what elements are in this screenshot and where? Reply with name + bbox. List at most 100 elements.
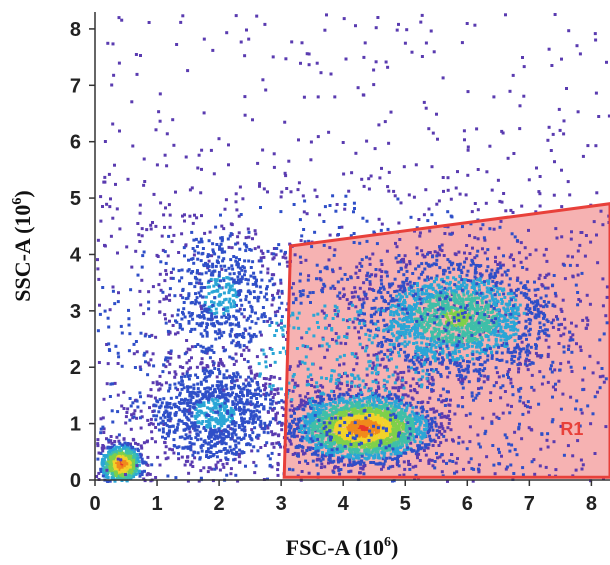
data-point	[157, 410, 161, 414]
data-point	[342, 17, 346, 21]
data-point	[527, 410, 531, 414]
data-point	[330, 451, 334, 455]
data-point	[124, 468, 128, 472]
data-point	[209, 434, 212, 438]
data-point	[169, 356, 173, 360]
data-point	[419, 358, 423, 362]
data-point	[219, 458, 223, 462]
data-point	[168, 319, 171, 323]
data-point	[194, 417, 198, 420]
data-point	[403, 439, 407, 443]
data-point	[226, 393, 230, 397]
data-point	[221, 346, 225, 349]
data-point	[205, 450, 208, 454]
data-point	[373, 453, 377, 457]
data-point	[574, 324, 578, 328]
data-point	[492, 95, 496, 99]
data-point	[120, 18, 124, 22]
data-point	[206, 470, 210, 474]
data-point	[363, 41, 367, 45]
data-point	[243, 410, 247, 414]
data-point	[376, 450, 380, 454]
data-point	[323, 442, 327, 446]
data-point	[581, 154, 585, 158]
data-point	[109, 197, 112, 201]
data-point	[224, 428, 228, 432]
data-point	[248, 290, 252, 294]
data-point	[404, 358, 408, 362]
data-point	[397, 425, 401, 429]
data-point	[251, 421, 255, 425]
data-point	[194, 408, 198, 411]
data-point	[569, 336, 573, 340]
data-point	[139, 409, 143, 413]
data-point	[112, 73, 116, 77]
data-point	[282, 400, 286, 404]
data-point	[376, 443, 380, 447]
data-point	[338, 450, 342, 454]
data-point	[420, 249, 424, 253]
data-point	[171, 424, 175, 428]
data-point	[240, 390, 244, 394]
data-point	[354, 352, 358, 356]
data-point	[340, 396, 344, 400]
data-point	[299, 398, 303, 402]
data-point	[119, 448, 123, 452]
data-point	[388, 430, 392, 434]
data-point	[316, 135, 320, 139]
data-point	[207, 259, 211, 263]
data-point	[604, 314, 608, 318]
data-point	[219, 264, 223, 268]
data-point	[108, 449, 112, 453]
data-point	[214, 435, 218, 438]
data-point	[125, 411, 129, 414]
data-point	[272, 247, 276, 250]
data-point	[218, 245, 222, 249]
data-point	[362, 397, 366, 401]
data-point	[421, 434, 425, 438]
data-point	[349, 421, 353, 425]
data-point	[263, 388, 267, 392]
data-point	[320, 462, 324, 466]
data-point	[452, 304, 456, 308]
data-point	[362, 93, 366, 97]
data-point	[380, 467, 383, 471]
data-point	[147, 21, 151, 24]
data-point	[206, 390, 210, 394]
data-point	[138, 240, 142, 243]
data-point	[328, 444, 332, 448]
data-point	[396, 377, 400, 381]
data-point	[217, 427, 221, 431]
data-point	[378, 401, 382, 404]
data-point	[504, 310, 508, 314]
data-point	[213, 428, 217, 432]
data-point	[431, 444, 435, 447]
data-point	[312, 420, 316, 424]
data-point	[253, 426, 257, 430]
data-point	[405, 429, 409, 433]
data-point	[304, 395, 308, 399]
data-point	[252, 460, 256, 464]
data-point	[546, 445, 550, 449]
data-point	[180, 419, 184, 423]
data-point	[262, 407, 266, 411]
data-point	[365, 396, 369, 400]
data-point	[280, 406, 284, 410]
data-point	[187, 367, 191, 371]
data-point	[411, 422, 414, 426]
data-point	[227, 266, 231, 270]
data-point	[135, 464, 139, 468]
data-point	[394, 401, 398, 405]
data-point	[100, 446, 104, 450]
data-point	[221, 404, 225, 408]
data-point	[306, 402, 309, 406]
data-point	[197, 425, 201, 429]
data-point	[146, 418, 150, 422]
data-point	[183, 412, 187, 416]
data-point	[439, 422, 443, 426]
data-point	[197, 281, 201, 285]
data-point	[422, 213, 426, 217]
data-point	[301, 403, 305, 407]
data-point	[254, 282, 258, 286]
data-point	[259, 290, 263, 294]
